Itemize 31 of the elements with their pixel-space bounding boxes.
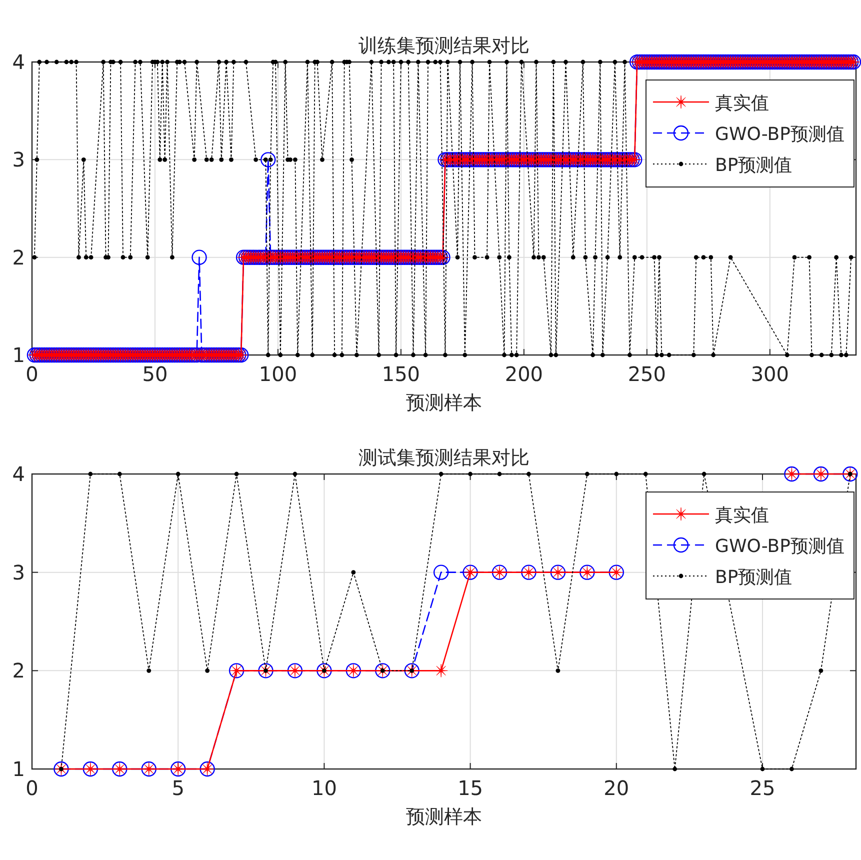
y-tick-label: 2 [12, 658, 25, 683]
x-tick-label: 20 [604, 776, 630, 800]
x-tick-label: 250 [628, 362, 666, 386]
y-tick-label: 4 [12, 462, 25, 486]
legend-label: BP预测值 [715, 567, 792, 588]
y-tick-label: 1 [12, 757, 25, 781]
chart-title: 训练集预测结果对比 [358, 35, 530, 57]
x-axis-title: 预测样本 [406, 806, 482, 828]
x-tick-label: 50 [142, 362, 168, 386]
y-tick-label: 3 [12, 560, 25, 584]
x-tick-label: 15 [458, 776, 484, 800]
y-tick-label: 4 [12, 50, 25, 74]
x-tick-label: 25 [750, 776, 776, 800]
x-tick-label: 10 [311, 776, 337, 800]
x-tick-label: 100 [258, 362, 298, 386]
x-tick-label: 150 [382, 362, 420, 386]
x-tick-label: 5 [172, 776, 184, 800]
x-tick-label: 0 [26, 362, 38, 386]
legend-label: GWO-BP预测值 [715, 536, 844, 557]
y-tick-label: 1 [12, 343, 25, 367]
x-tick-label: 200 [504, 362, 544, 386]
x-tick-label: 0 [26, 776, 38, 800]
chart-title: 测试集预测结果对比 [358, 447, 530, 469]
x-axis-title: 预测样本 [406, 392, 482, 414]
y-tick-label: 2 [12, 245, 25, 270]
legend-label: 真实值 [715, 505, 769, 526]
legend-label: 真实值 [715, 93, 769, 114]
legend-label: GWO-BP预测值 [715, 124, 844, 145]
x-tick-label: 300 [750, 362, 790, 386]
legend-label: BP预测值 [715, 155, 792, 176]
y-tick-label: 3 [12, 148, 25, 172]
